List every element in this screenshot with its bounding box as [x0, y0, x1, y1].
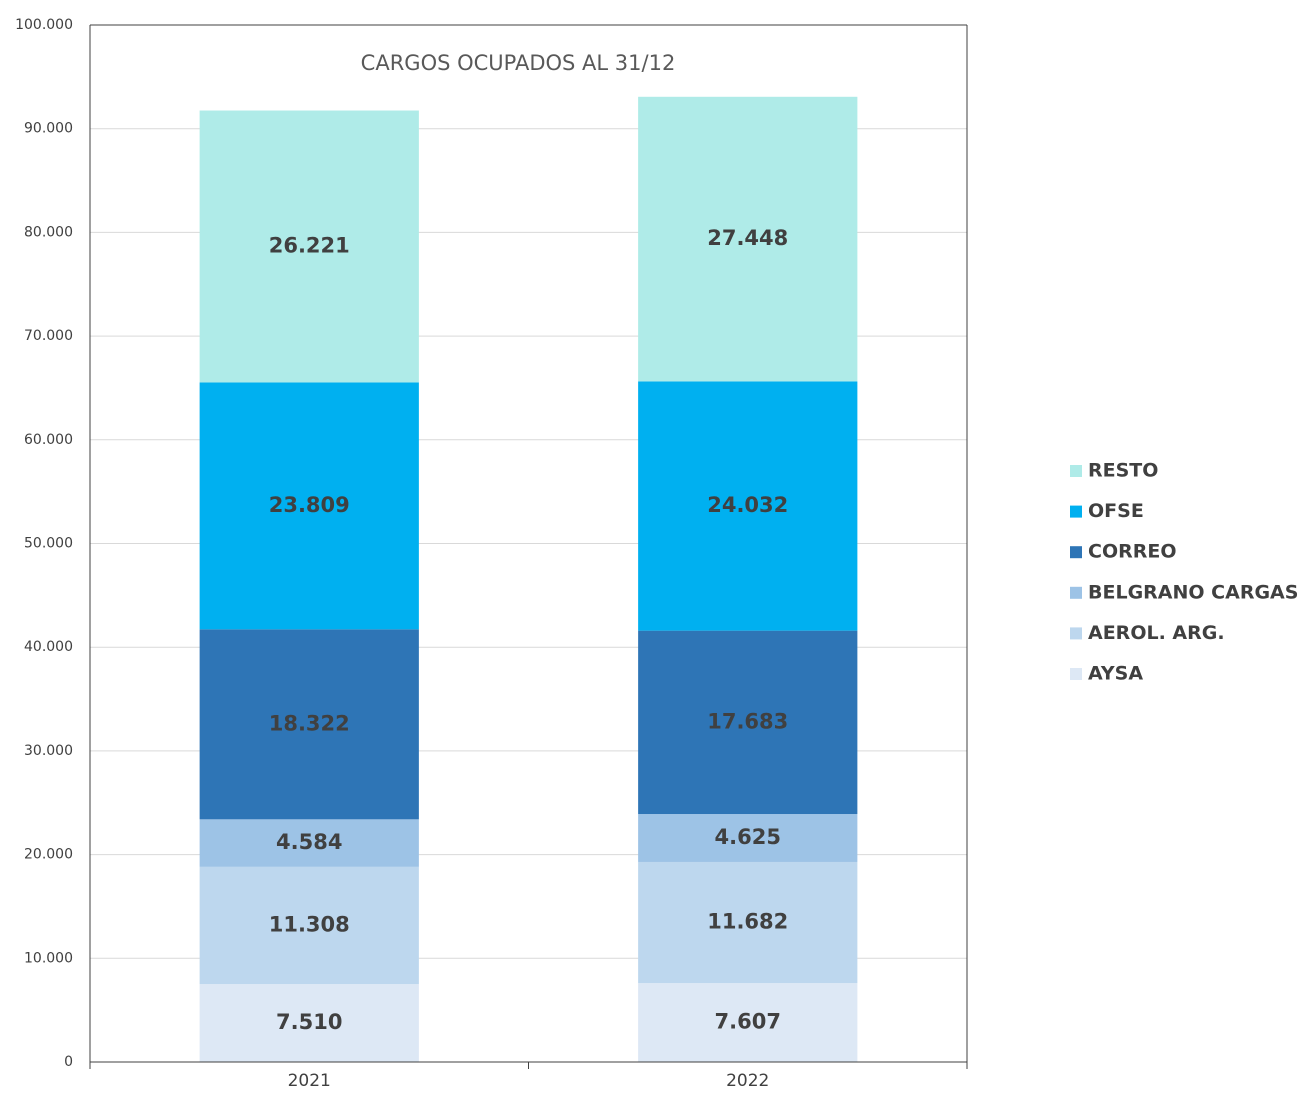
- x-tick-label: 2021: [288, 1071, 331, 1091]
- bar-segment: [199, 110, 419, 383]
- y-tick-label: 100.000: [15, 17, 73, 33]
- data-label: 7.510: [276, 1010, 342, 1034]
- data-label: 11.682: [707, 910, 788, 934]
- data-label: 17.683: [707, 709, 788, 733]
- legend-swatch: [1070, 505, 1082, 518]
- bar-segment: [638, 861, 858, 984]
- bar-segment: [199, 382, 419, 630]
- legend-label: BELGRANO CARGAS: [1088, 581, 1298, 603]
- x-tick-label: 2022: [726, 1071, 769, 1091]
- y-tick-label: 90.000: [24, 121, 73, 137]
- data-label: 24.032: [707, 493, 788, 517]
- legend-swatch: [1070, 668, 1082, 680]
- data-label: 11.308: [269, 912, 350, 936]
- y-tick-label: 40.000: [24, 639, 73, 655]
- y-tick-label: 70.000: [24, 328, 73, 344]
- y-tick-label: 0: [64, 1054, 73, 1070]
- legend-label: RESTO: [1088, 460, 1158, 482]
- bar-segment: [638, 96, 858, 382]
- legend-label: OFSE: [1088, 500, 1144, 522]
- data-label: 26.221: [269, 233, 350, 257]
- bar-segment: [199, 866, 419, 985]
- bar-segment: [199, 629, 419, 820]
- chart-title: CARGOS OCUPADOS AL 31/12: [361, 51, 676, 75]
- legend-swatch: [1070, 465, 1082, 477]
- y-tick-label: 30.000: [24, 743, 73, 759]
- y-tick-label: 60.000: [24, 432, 73, 448]
- data-label: 27.448: [707, 226, 788, 250]
- legend-label: AYSA: [1088, 663, 1143, 685]
- y-tick-label: 80.000: [24, 224, 73, 240]
- bar-segment: [199, 819, 419, 867]
- data-label: 4.584: [276, 830, 342, 854]
- legend-swatch: [1070, 546, 1082, 559]
- y-tick-label: 20.000: [24, 847, 73, 863]
- legend-label: AEROL. ARG.: [1088, 622, 1225, 644]
- data-label: 18.322: [269, 711, 350, 735]
- bar-segment: [199, 984, 419, 1062]
- legend-swatch: [1070, 586, 1082, 599]
- y-tick-label: 50.000: [24, 536, 73, 552]
- data-label: 23.809: [269, 493, 350, 517]
- data-label: 7.607: [715, 1010, 781, 1034]
- bar-segment: [638, 814, 858, 862]
- data-label: 4.625: [715, 825, 781, 849]
- bar-segment: [638, 630, 858, 815]
- y-tick-label: 10.000: [24, 950, 73, 966]
- legend-swatch: [1070, 627, 1082, 640]
- bar-segment: [638, 381, 858, 631]
- bar-segment: [638, 983, 858, 1062]
- legend-label: CORREO: [1088, 541, 1177, 563]
